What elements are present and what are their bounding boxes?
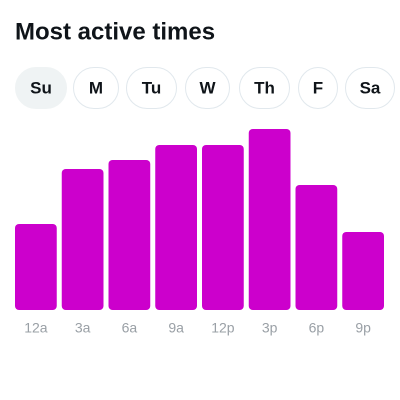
- bar: [295, 185, 338, 310]
- day-tab[interactable]: [345, 67, 395, 109]
- x-tick-label: 6p: [309, 320, 325, 336]
- x-tick-label: 6a: [122, 320, 138, 336]
- x-tick-label: 12a: [24, 320, 48, 336]
- day-tab[interactable]: [126, 67, 177, 109]
- day-tab-label[interactable]: Sa: [360, 78, 381, 97]
- bar: [61, 169, 104, 310]
- x-tick-label: 3p: [262, 320, 278, 336]
- day-tab[interactable]: [298, 67, 338, 109]
- bar: [108, 160, 151, 310]
- day-tab-label[interactable]: Tu: [142, 78, 162, 97]
- bar: [248, 129, 291, 310]
- day-tab-label[interactable]: Su: [30, 78, 52, 97]
- day-tab[interactable]: [73, 67, 119, 109]
- day-tab[interactable]: [239, 67, 290, 109]
- day-tab-label[interactable]: Th: [254, 78, 275, 97]
- x-tick-label: 12p: [211, 320, 235, 336]
- day-tab[interactable]: [185, 67, 230, 109]
- day-tab-label[interactable]: F: [313, 78, 323, 97]
- x-tick-label: 9p: [355, 320, 371, 336]
- x-tick-label: 3a: [75, 320, 91, 336]
- bar: [15, 224, 57, 310]
- day-tab-label[interactable]: M: [89, 78, 103, 97]
- panel-title: Most active times: [15, 18, 215, 45]
- bar: [342, 232, 384, 310]
- bar: [155, 145, 197, 310]
- x-tick-label: 9a: [168, 320, 184, 336]
- bar: [202, 145, 244, 310]
- day-tab-label[interactable]: W: [199, 78, 216, 97]
- day-tab[interactable]: [15, 67, 67, 109]
